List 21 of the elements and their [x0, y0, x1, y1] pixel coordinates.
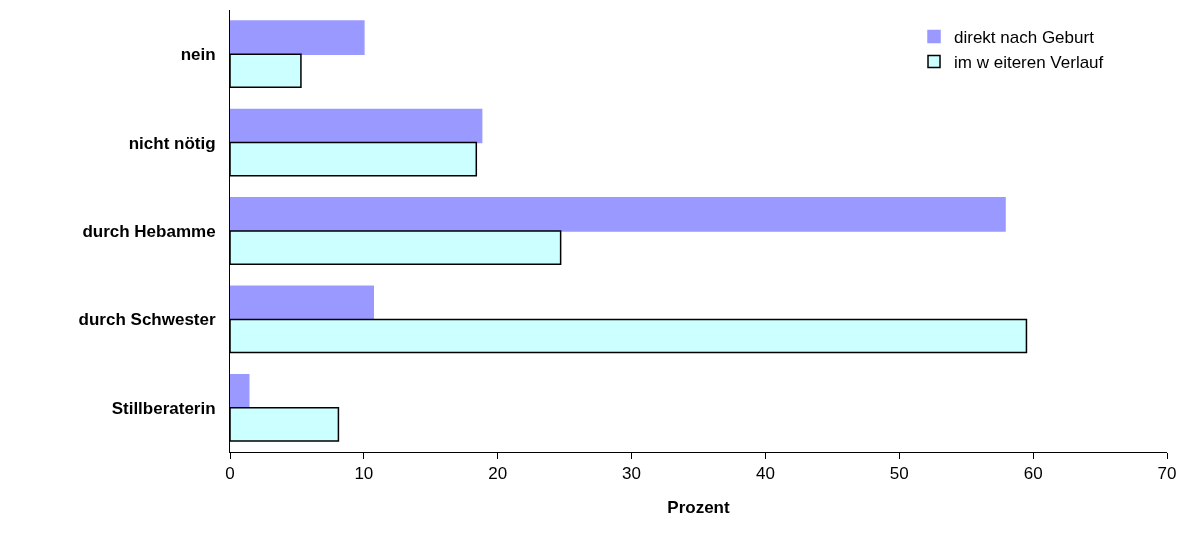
legend-label: im w eiteren Verlauf: [954, 53, 1104, 73]
legend-label: direkt nach Geburt: [954, 28, 1095, 48]
x-tick-label: 30: [622, 464, 642, 484]
y-tick-label: nein: [180, 45, 216, 65]
y-tick-label: durch Hebamme: [82, 221, 216, 241]
x-tick-label: 70: [1157, 464, 1177, 484]
bar: [230, 20, 365, 55]
bar: [230, 197, 1006, 232]
bar: [230, 373, 250, 409]
x-tick-label: 10: [354, 464, 374, 484]
y-tick-label: Stillberaterin: [111, 398, 216, 418]
x-tick-label: 50: [889, 464, 909, 484]
x-tick-label: 20: [488, 464, 508, 484]
x-tick-label: 60: [1023, 464, 1043, 484]
y-tick-label: durch Schwester: [78, 310, 216, 330]
x-tick-label: 0: [225, 464, 235, 484]
bar: [230, 285, 374, 321]
bar: [230, 108, 483, 144]
y-tick-label: nicht nötig: [128, 133, 216, 153]
x-tick-label: 40: [755, 464, 775, 484]
x-axis-title: Prozent: [667, 497, 731, 517]
